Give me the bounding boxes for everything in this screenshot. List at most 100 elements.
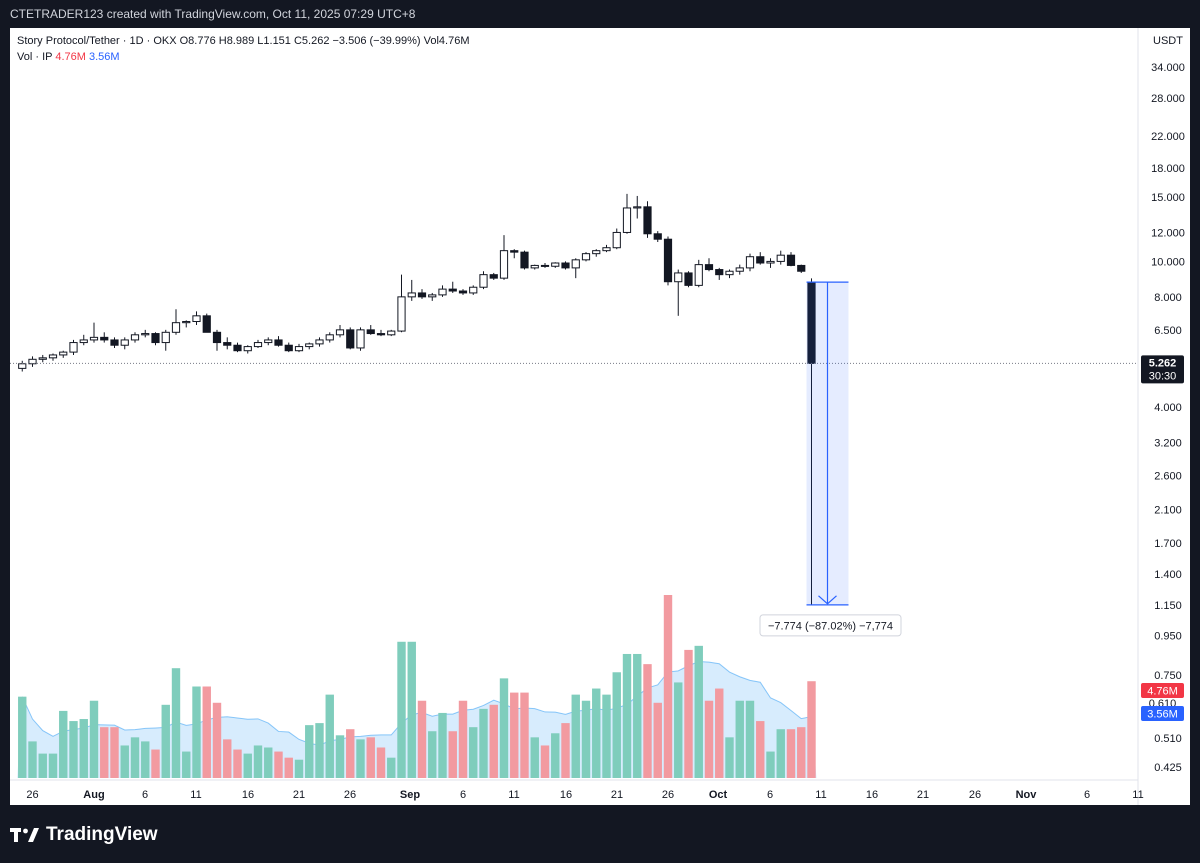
measure-arrow-head [818,595,837,605]
price-axis-label: 12.000 [1151,227,1185,239]
candle-body [417,292,427,298]
price-axis-label: 1.700 [1154,538,1182,550]
price-axis-label: 4.000 [1154,402,1182,414]
volume-ma-legend-value: 3.56M [88,51,120,63]
last-price-tag [1141,355,1184,384]
candle-body [520,251,529,269]
price-chart[interactable]: −7.774 (−87.02%) −7,774 USDT 34.000 28.000… [10,28,1190,805]
tradingview-wordmark: TradingView [46,824,158,845]
candle-body [376,333,386,336]
volume-bar [264,747,273,778]
price-axis-label: 0.510 [1154,733,1182,745]
candle-body [489,274,498,279]
candle-body [171,322,181,333]
candle-body [571,259,580,269]
time-axis-label: 6 [767,789,773,801]
volume-bar [561,723,570,778]
volume-bar [18,696,27,778]
volume-bar [69,721,78,778]
volume-bar [171,668,181,778]
time-axis-label: 16 [242,789,254,801]
time-axis-label: 26 [662,789,674,801]
candle-body [786,254,796,266]
price-axis-label: 28.000 [1151,93,1185,105]
candle-body [622,207,632,233]
candle-body [797,264,806,272]
time-axis-label: 21 [293,789,305,801]
volume-bar [141,741,150,778]
candle-body [448,288,457,292]
time-axis-label: 6 [142,789,148,801]
volume-bar [376,747,386,778]
candle-body [141,333,150,336]
candle-body [725,270,734,276]
volume-tag [1141,683,1184,698]
candle-body [100,336,109,341]
candle-body [233,344,242,352]
last-price-tag-label: 5.262 [1149,357,1177,369]
volume-ma-tag-label: 3.56M [1147,709,1178,721]
candle-body [756,256,765,264]
volume-bar [223,739,232,778]
volume-bar [694,645,703,778]
chart-grid [10,28,1138,780]
price-axis-label: 18.000 [1151,163,1185,175]
time-axis-label: 21 [917,789,929,801]
volume-bar [704,700,714,778]
volume-bar [674,682,683,778]
price-axis-label: 22.000 [1151,131,1185,143]
volume-bar [776,729,785,778]
volume-bar [807,681,816,778]
price-axis-label: 0.950 [1154,630,1182,642]
volume-bar [48,753,58,778]
volume-bar [212,702,222,778]
candle-body [79,339,88,344]
candle-body [663,238,673,283]
tradingview-logo: TradingView [10,822,158,848]
time-axis-label: Sep [400,789,420,801]
volume-bar [366,737,375,778]
candle-body [253,342,263,348]
volume-bar [305,725,314,778]
candle-body [130,334,140,341]
time-axis-label: 26 [344,789,356,801]
volume-bar [120,745,129,778]
volume-bar [315,723,324,778]
candle-body [223,342,232,346]
candle-body [397,296,406,332]
volume-bar [233,749,242,778]
price-axis-label: 6.500 [1154,325,1182,337]
volume-bar [735,700,744,778]
candle-body [735,267,744,272]
candle-body [643,206,652,235]
candle-body [766,260,775,264]
volume-bar [489,704,498,778]
volume-bar [397,641,406,778]
time-axis-label: 6 [1084,789,1090,801]
candle-body [694,264,703,286]
candle-body [325,334,334,341]
price-axis-label: 0.425 [1154,762,1182,774]
time-axis-label: 11 [190,789,201,801]
candle-body [182,321,191,324]
time-axis-label: 11 [1132,789,1143,801]
candle-body [305,343,314,348]
volume-bar [243,753,252,778]
candle-body [602,247,611,252]
candle-body [366,329,375,335]
time-axis-label: Oct [709,789,728,801]
candle-body [356,329,365,349]
volume-bar [530,737,539,778]
chart-header: CTETRADER123 created with TradingView.co… [0,0,1200,28]
chart-legend: Story Protocol/Tether · 1D · OKX O8.776 … [17,33,470,65]
candle-body [510,250,519,253]
price-axis-label: 34.000 [1151,62,1185,74]
candle-body [438,288,447,296]
volume-bar [79,719,88,778]
candle-body [335,329,345,336]
chart-panel[interactable]: −7.774 (−87.02%) −7,774 USDT 34.000 28.000… [10,28,1190,805]
volume-bar [663,595,673,778]
volume-bar [161,704,170,778]
price-axis-label: 15.000 [1151,192,1185,204]
volume-bar [294,759,304,778]
